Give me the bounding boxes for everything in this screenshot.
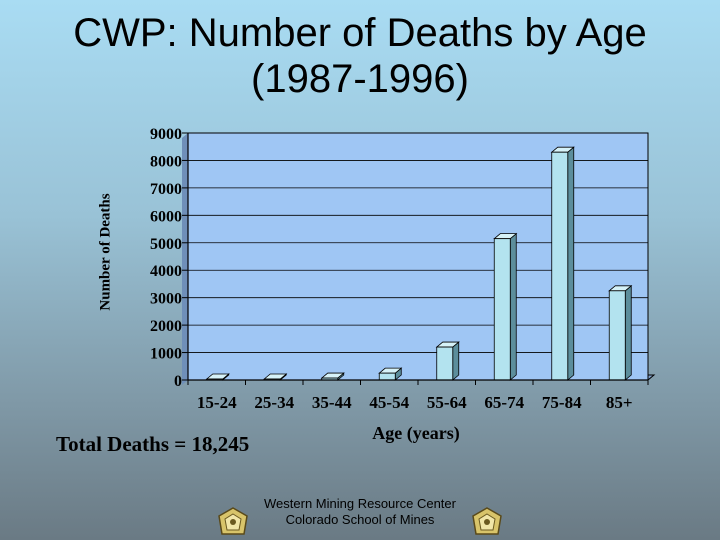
x-tick-label: 85+ bbox=[606, 393, 633, 412]
y-tick-label: 8000 bbox=[150, 153, 182, 170]
y-axis-label: Number of Deaths bbox=[97, 193, 114, 311]
footer-credit: Western Mining Resource Center Colorado … bbox=[230, 496, 490, 528]
plot-area bbox=[187, 132, 649, 381]
y-tick-label: 6000 bbox=[150, 208, 182, 225]
mines-seal-icon-right bbox=[472, 507, 502, 535]
footer-line-1: Western Mining Resource Center bbox=[264, 496, 456, 511]
mines-seal-icon-left bbox=[218, 507, 248, 535]
y-tick-label: 5000 bbox=[150, 236, 182, 253]
x-tick-label: 45-54 bbox=[369, 393, 409, 412]
bar bbox=[551, 151, 569, 381]
total-deaths-text: Total Deaths = 18,245 bbox=[56, 432, 250, 456]
bar bbox=[608, 290, 626, 381]
x-axis-label: Age (years) bbox=[372, 423, 460, 443]
footer-line-2: Colorado School of Mines bbox=[285, 512, 435, 527]
bar-side bbox=[452, 341, 460, 381]
bar bbox=[493, 238, 511, 381]
y-tick-label: 7000 bbox=[150, 181, 182, 198]
chart-title: CWP: Number of Deaths by Age (1987-1996) bbox=[0, 10, 720, 102]
x-tick-label: 25-34 bbox=[254, 393, 294, 412]
plot-side-wall bbox=[182, 133, 188, 385]
bar bbox=[378, 372, 396, 381]
title-line-1: CWP: Number of Deaths by Age bbox=[73, 11, 647, 55]
y-tick-label: 0 bbox=[174, 373, 182, 390]
y-tick-label: 4000 bbox=[150, 263, 182, 280]
bar-side bbox=[567, 146, 575, 381]
bar-side bbox=[509, 232, 517, 381]
y-tick-label: 9000 bbox=[150, 126, 182, 143]
y-tick-label: 1000 bbox=[150, 346, 182, 363]
bar-side bbox=[624, 284, 632, 381]
x-tick-label: 65-74 bbox=[484, 393, 524, 412]
y-tick-label: 2000 bbox=[150, 318, 182, 335]
bar bbox=[436, 346, 454, 381]
y-tick-label: 3000 bbox=[150, 291, 182, 308]
x-tick-label: 15-24 bbox=[197, 393, 237, 412]
x-tick-label: 55-64 bbox=[427, 393, 467, 412]
title-line-2: (1987-1996) bbox=[251, 57, 469, 101]
x-tick-label: 35-44 bbox=[312, 393, 352, 412]
x-tick-label: 75-84 bbox=[542, 393, 582, 412]
